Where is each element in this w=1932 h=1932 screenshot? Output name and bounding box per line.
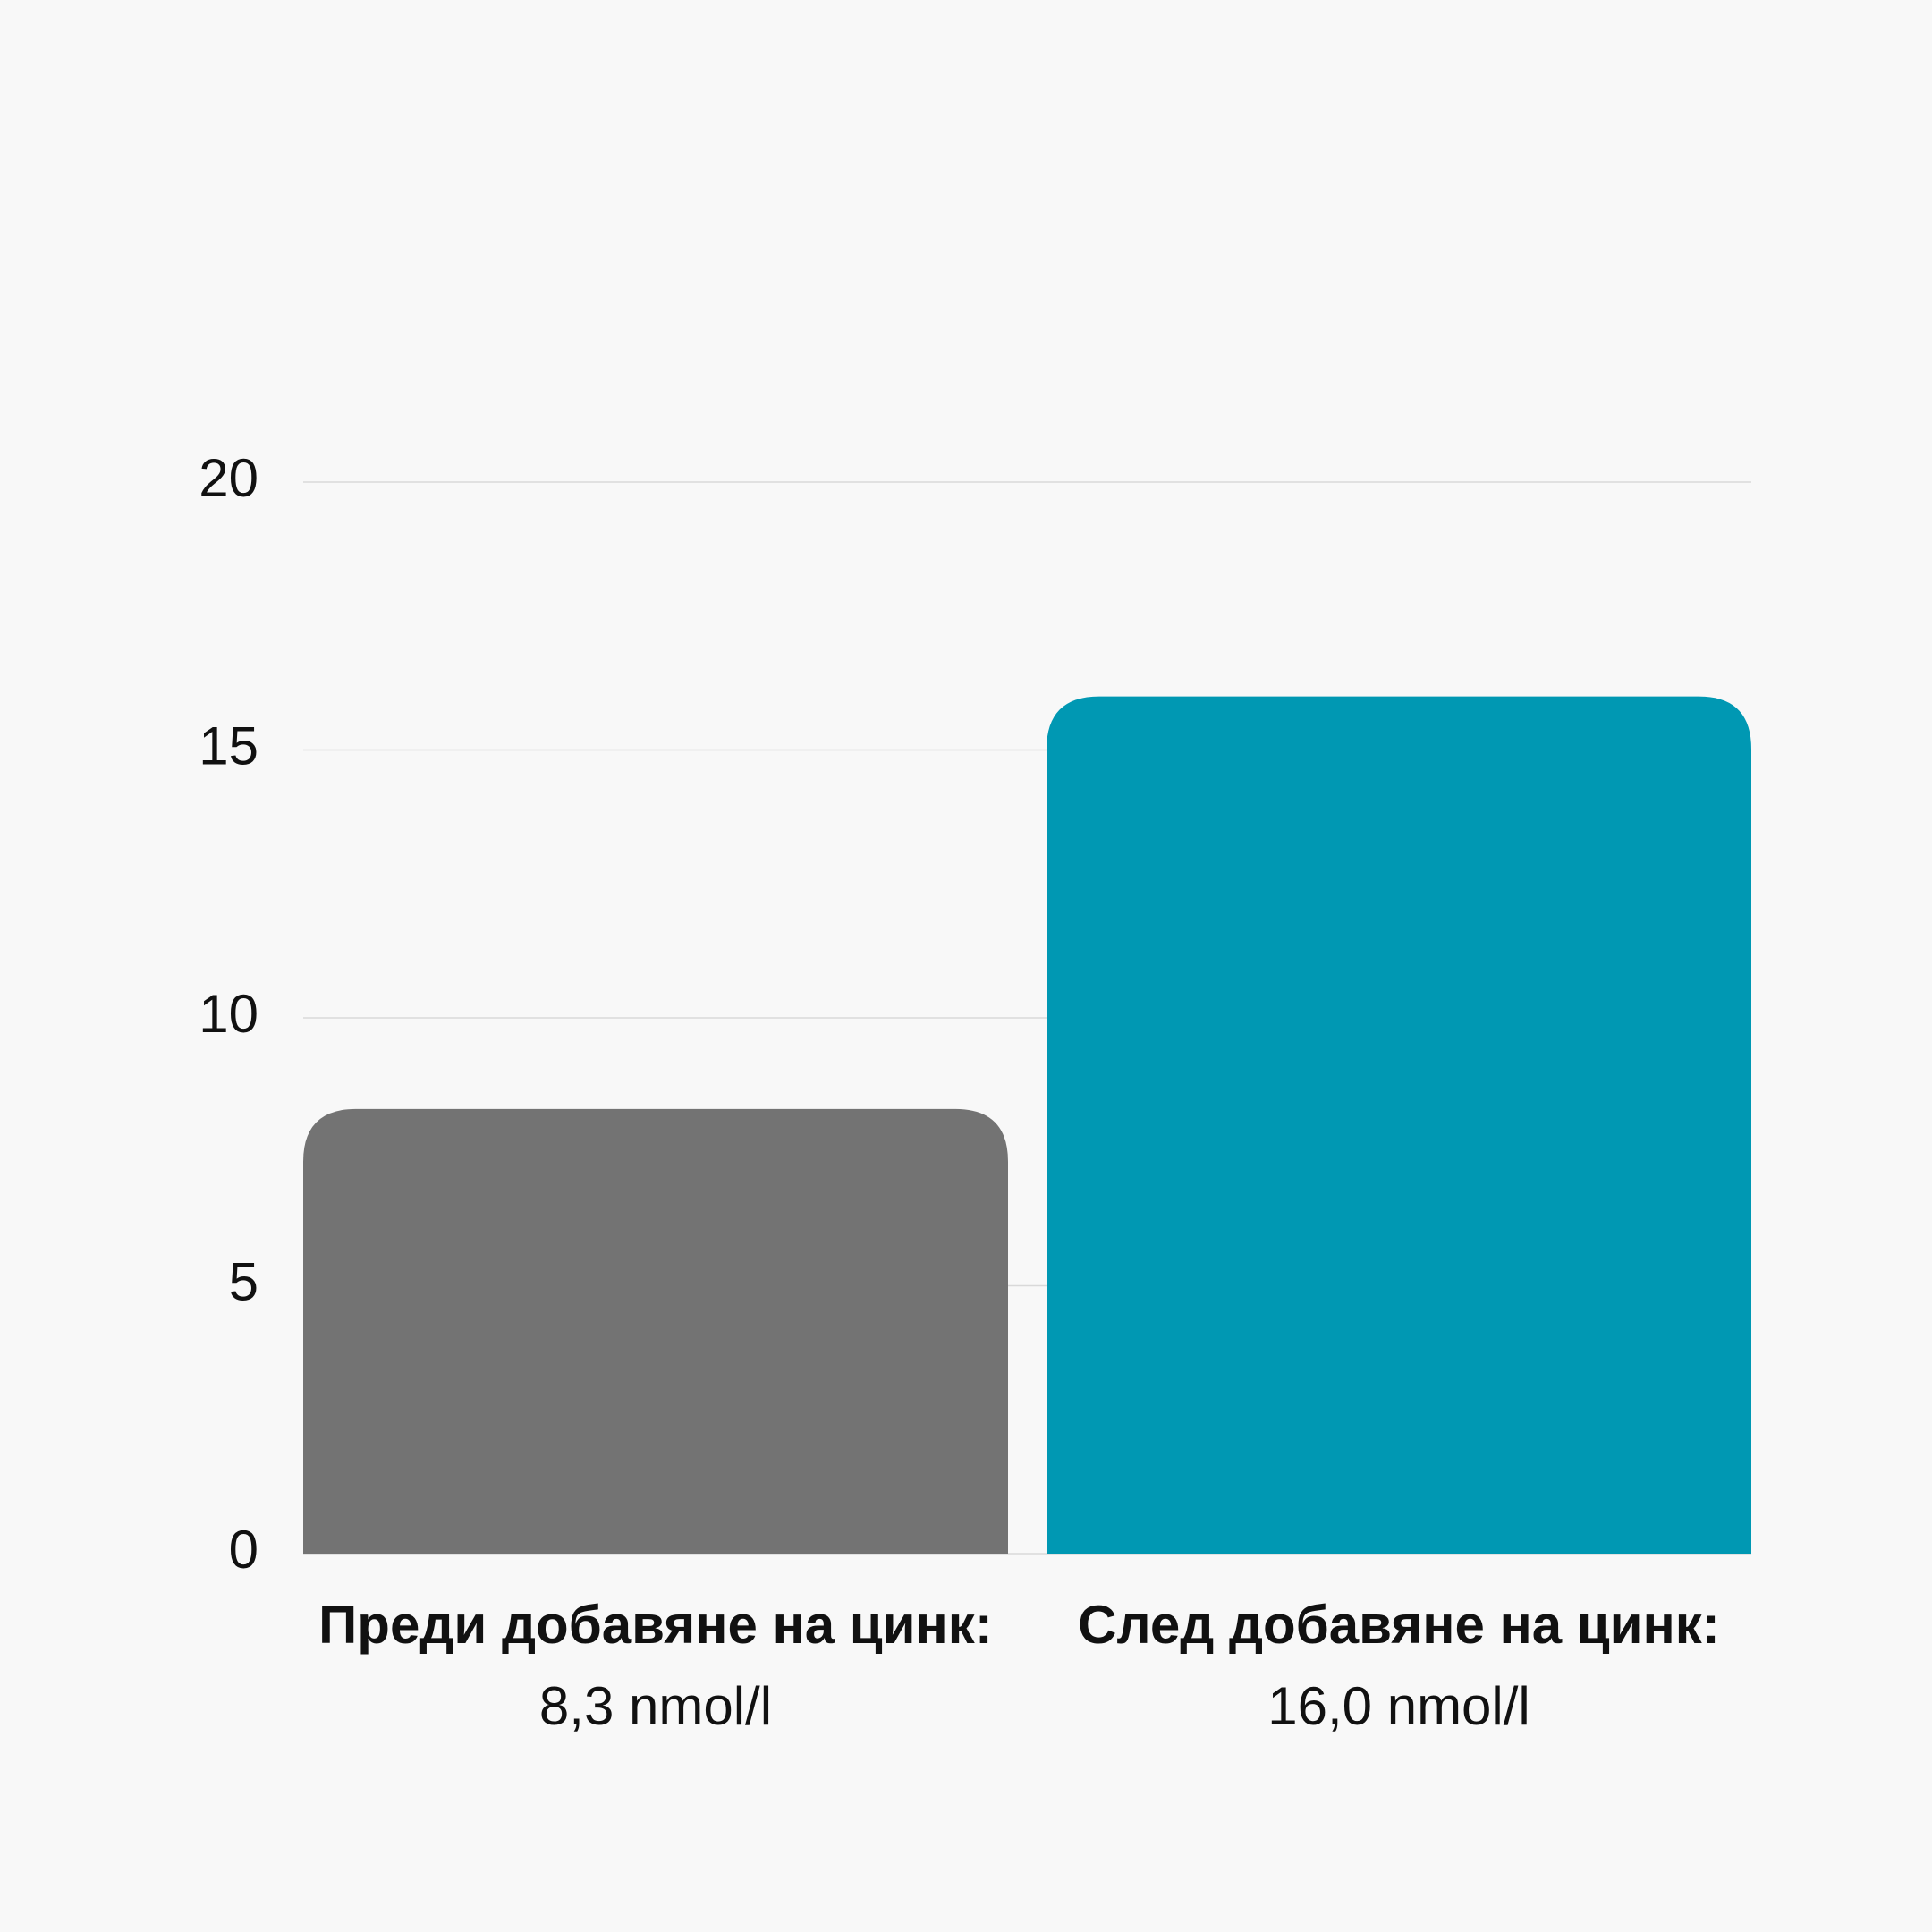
y-tick-label: 20 — [199, 448, 258, 508]
category: След добавяне на цинк: — [1078, 1595, 1720, 1655]
y-tick-label: 0 — [229, 1520, 258, 1580]
x-tick-label: Преди добавяне на цинк: 8,3 nmol/l — [303, 1584, 1008, 1747]
category: Преди добавяне на цинк: — [318, 1595, 993, 1655]
value-label: 16,0 nmol/l — [1267, 1676, 1530, 1736]
bar — [1046, 696, 1751, 1554]
y-tick-label: 15 — [199, 716, 258, 775]
value-label: 8,3 nmol/l — [538, 1676, 773, 1736]
bar — [303, 1108, 1008, 1554]
y-tick-label: 5 — [229, 1251, 258, 1311]
x-tick-label: След добавяне на цинк: 16,0 nmol/l — [1046, 1584, 1751, 1747]
y-tick-label: 10 — [199, 984, 258, 1044]
